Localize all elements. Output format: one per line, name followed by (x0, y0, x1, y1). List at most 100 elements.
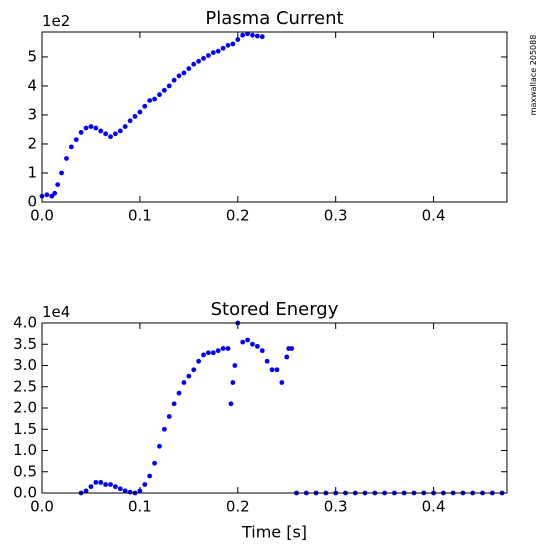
data-point (59, 170, 64, 176)
data-point (161, 87, 167, 93)
data-point (55, 182, 61, 187)
data-point (52, 190, 58, 196)
data-point (161, 426, 167, 432)
y-offset-label: 1e2 (42, 12, 70, 30)
data-point (88, 484, 94, 490)
y-tick-label: 3.5 (13, 335, 37, 353)
x-tick-label: 0.4 (422, 207, 446, 225)
data-point (245, 337, 250, 343)
y-tick-label: 1.5 (13, 420, 37, 438)
data-point (259, 348, 265, 354)
data-point (245, 31, 250, 37)
y-tick-label: 4 (27, 76, 37, 94)
data-point (220, 45, 226, 51)
y-tick-label: 1.0 (13, 441, 37, 459)
data-point (210, 50, 216, 55)
data-point (108, 134, 113, 140)
y-tick-label: 0.0 (13, 484, 37, 502)
y-tick-label: 3 (27, 105, 37, 123)
data-point (117, 486, 123, 492)
x-tick-label: 0.3 (324, 207, 348, 225)
data-point (196, 58, 202, 64)
data-point (98, 128, 104, 134)
data-point (103, 131, 109, 137)
data-point (210, 350, 216, 356)
data-point (254, 343, 260, 349)
x-tick-label: 0.1 (128, 498, 152, 516)
plot-frame (41, 322, 508, 494)
data-point (201, 55, 206, 61)
data-point (196, 358, 202, 364)
data-point (215, 48, 221, 54)
data-point (215, 348, 221, 354)
data-point (181, 70, 187, 76)
data-point (142, 482, 148, 487)
data-point (147, 473, 153, 479)
data-point (235, 37, 241, 42)
data-point (230, 41, 236, 47)
data-point (157, 443, 162, 449)
data-point (269, 367, 275, 373)
data-point (142, 103, 148, 109)
x-tick-label: 0.2 (226, 207, 250, 225)
data-point (108, 482, 113, 487)
data-point (83, 125, 89, 131)
data-point (137, 109, 143, 115)
data-point (152, 96, 157, 102)
data-point (250, 32, 255, 38)
data-point (122, 488, 128, 494)
data-point (147, 98, 153, 103)
data-point (64, 156, 69, 161)
y-tick-label: 1 (27, 163, 37, 181)
y-tick-label: 0 (27, 193, 37, 211)
data-point (166, 83, 172, 89)
x-tick-label: 0.1 (128, 207, 152, 225)
data-point (176, 73, 182, 79)
data-point (284, 354, 290, 360)
x-tick-label: 0.0 (30, 498, 54, 516)
plot-frame (41, 31, 508, 203)
data-point (232, 363, 238, 368)
data-point (166, 414, 172, 419)
y-tick-label: 2 (27, 134, 37, 152)
data-point (83, 488, 89, 494)
y-tick-label: 4.0 (13, 314, 37, 332)
data-point (88, 124, 94, 129)
data-point (201, 352, 206, 358)
data-point (191, 367, 197, 373)
y-tick-label: 0.5 (13, 462, 37, 480)
data-point (181, 380, 187, 385)
data-point (93, 479, 99, 485)
data-point (117, 128, 123, 134)
data-point (259, 34, 265, 40)
data-point (289, 346, 295, 351)
data-point (49, 193, 55, 199)
data-point (264, 358, 270, 364)
data-point (152, 460, 157, 466)
data-point (240, 339, 246, 345)
watermark: maxwallace 205088 (529, 35, 538, 116)
data-point (228, 401, 234, 407)
chart-title: Stored Energy (211, 299, 339, 320)
data-point (240, 32, 246, 38)
y-tick-label: 2.5 (13, 377, 37, 395)
data-point (225, 346, 231, 351)
data-point (127, 118, 133, 124)
data-point (186, 373, 192, 379)
data-point (157, 92, 162, 98)
x-tick-label: 0.4 (422, 498, 446, 516)
data-point (113, 131, 118, 137)
data-point (73, 137, 79, 143)
chart-title: Plasma Current (205, 8, 343, 29)
data-point (186, 66, 192, 71)
y-tick-label: 5 (27, 47, 37, 65)
data-point (171, 77, 177, 83)
data-point (274, 367, 280, 373)
x-tick-label: 0.3 (324, 498, 348, 516)
data-point (132, 114, 138, 119)
y-tick-label: 2.0 (13, 399, 37, 417)
data-point (68, 144, 74, 150)
y-offset-label: 1e4 (42, 303, 70, 321)
data-point (113, 484, 118, 490)
